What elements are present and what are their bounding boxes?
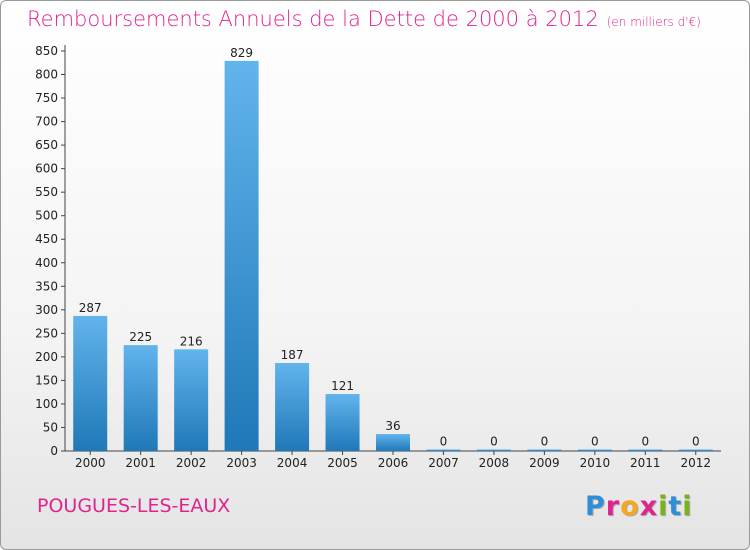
y-tick-label: 450 — [35, 232, 58, 246]
data-label: 0 — [490, 435, 498, 449]
y-tick-label: 100 — [35, 397, 58, 411]
bar — [628, 449, 663, 451]
city-name: POUGUES-LES-EAUX — [37, 495, 231, 517]
bar — [275, 363, 310, 451]
x-tick-label: 2001 — [125, 456, 156, 470]
bar — [426, 449, 461, 451]
x-tick-label: 2004 — [277, 456, 308, 470]
x-tick-label: 2003 — [226, 456, 257, 470]
x-tick-label: 2006 — [378, 456, 409, 470]
x-tick-label: 2010 — [580, 456, 611, 470]
y-tick-label: 50 — [43, 420, 58, 434]
bar — [73, 315, 108, 451]
y-tick-label: 250 — [35, 326, 58, 340]
data-label: 0 — [591, 435, 599, 449]
x-tick-label: 2005 — [327, 456, 358, 470]
y-tick-label: 800 — [35, 68, 58, 82]
y-tick-label: 500 — [35, 209, 58, 223]
bar — [678, 449, 713, 451]
logo-letter: P — [585, 491, 606, 522]
y-tick-label: 350 — [35, 279, 58, 293]
bar — [476, 449, 511, 451]
bar — [123, 345, 158, 451]
y-tick-label: 400 — [35, 256, 58, 270]
x-tick-label: 2002 — [176, 456, 207, 470]
x-tick-label: 2008 — [479, 456, 510, 470]
data-label: 287 — [79, 301, 102, 315]
bar — [325, 394, 360, 451]
data-label: 829 — [230, 46, 253, 60]
x-tick-label: 2009 — [529, 456, 560, 470]
data-label: 36 — [385, 419, 400, 433]
data-label: 187 — [281, 348, 304, 362]
x-tick-label: 2011 — [630, 456, 661, 470]
chart-title-text: Remboursements Annuels de la Dette de 20… — [27, 7, 599, 31]
bar — [224, 60, 259, 451]
y-tick-label: 650 — [35, 138, 58, 152]
data-label: 121 — [331, 379, 354, 393]
y-tick-label: 300 — [35, 303, 58, 317]
y-tick-label: 150 — [35, 373, 58, 387]
proxiti-logo: Proxiti — [585, 491, 693, 522]
x-tick-label: 2007 — [428, 456, 459, 470]
x-tick-label: 2012 — [680, 456, 711, 470]
y-tick-label: 0 — [50, 444, 58, 458]
data-label: 0 — [440, 435, 448, 449]
data-label: 0 — [541, 435, 549, 449]
chart-title: Remboursements Annuels de la Dette de 20… — [27, 7, 701, 31]
bar — [527, 449, 562, 451]
x-tick-label: 2000 — [75, 456, 106, 470]
y-tick-label: 200 — [35, 350, 58, 364]
y-tick-label: 700 — [35, 115, 58, 129]
data-label: 225 — [129, 330, 152, 344]
data-label: 216 — [180, 334, 203, 348]
bar — [174, 349, 209, 451]
logo-letter: o — [620, 491, 640, 522]
y-tick-label: 600 — [35, 162, 58, 176]
bar — [577, 449, 612, 451]
logo-letter: i — [658, 491, 669, 522]
bar — [376, 434, 410, 451]
data-label: 0 — [692, 435, 700, 449]
y-tick-label: 550 — [35, 185, 58, 199]
y-tick-label: 750 — [35, 91, 58, 105]
data-label: 0 — [641, 435, 649, 449]
logo-letter: x — [639, 491, 659, 522]
logo-letter: r — [605, 491, 621, 522]
logo-letter: i — [682, 491, 693, 522]
chart-subtitle: (en milliers d'€) — [606, 15, 701, 29]
y-tick-label: 850 — [35, 44, 58, 58]
logo-letter: t — [668, 491, 683, 522]
